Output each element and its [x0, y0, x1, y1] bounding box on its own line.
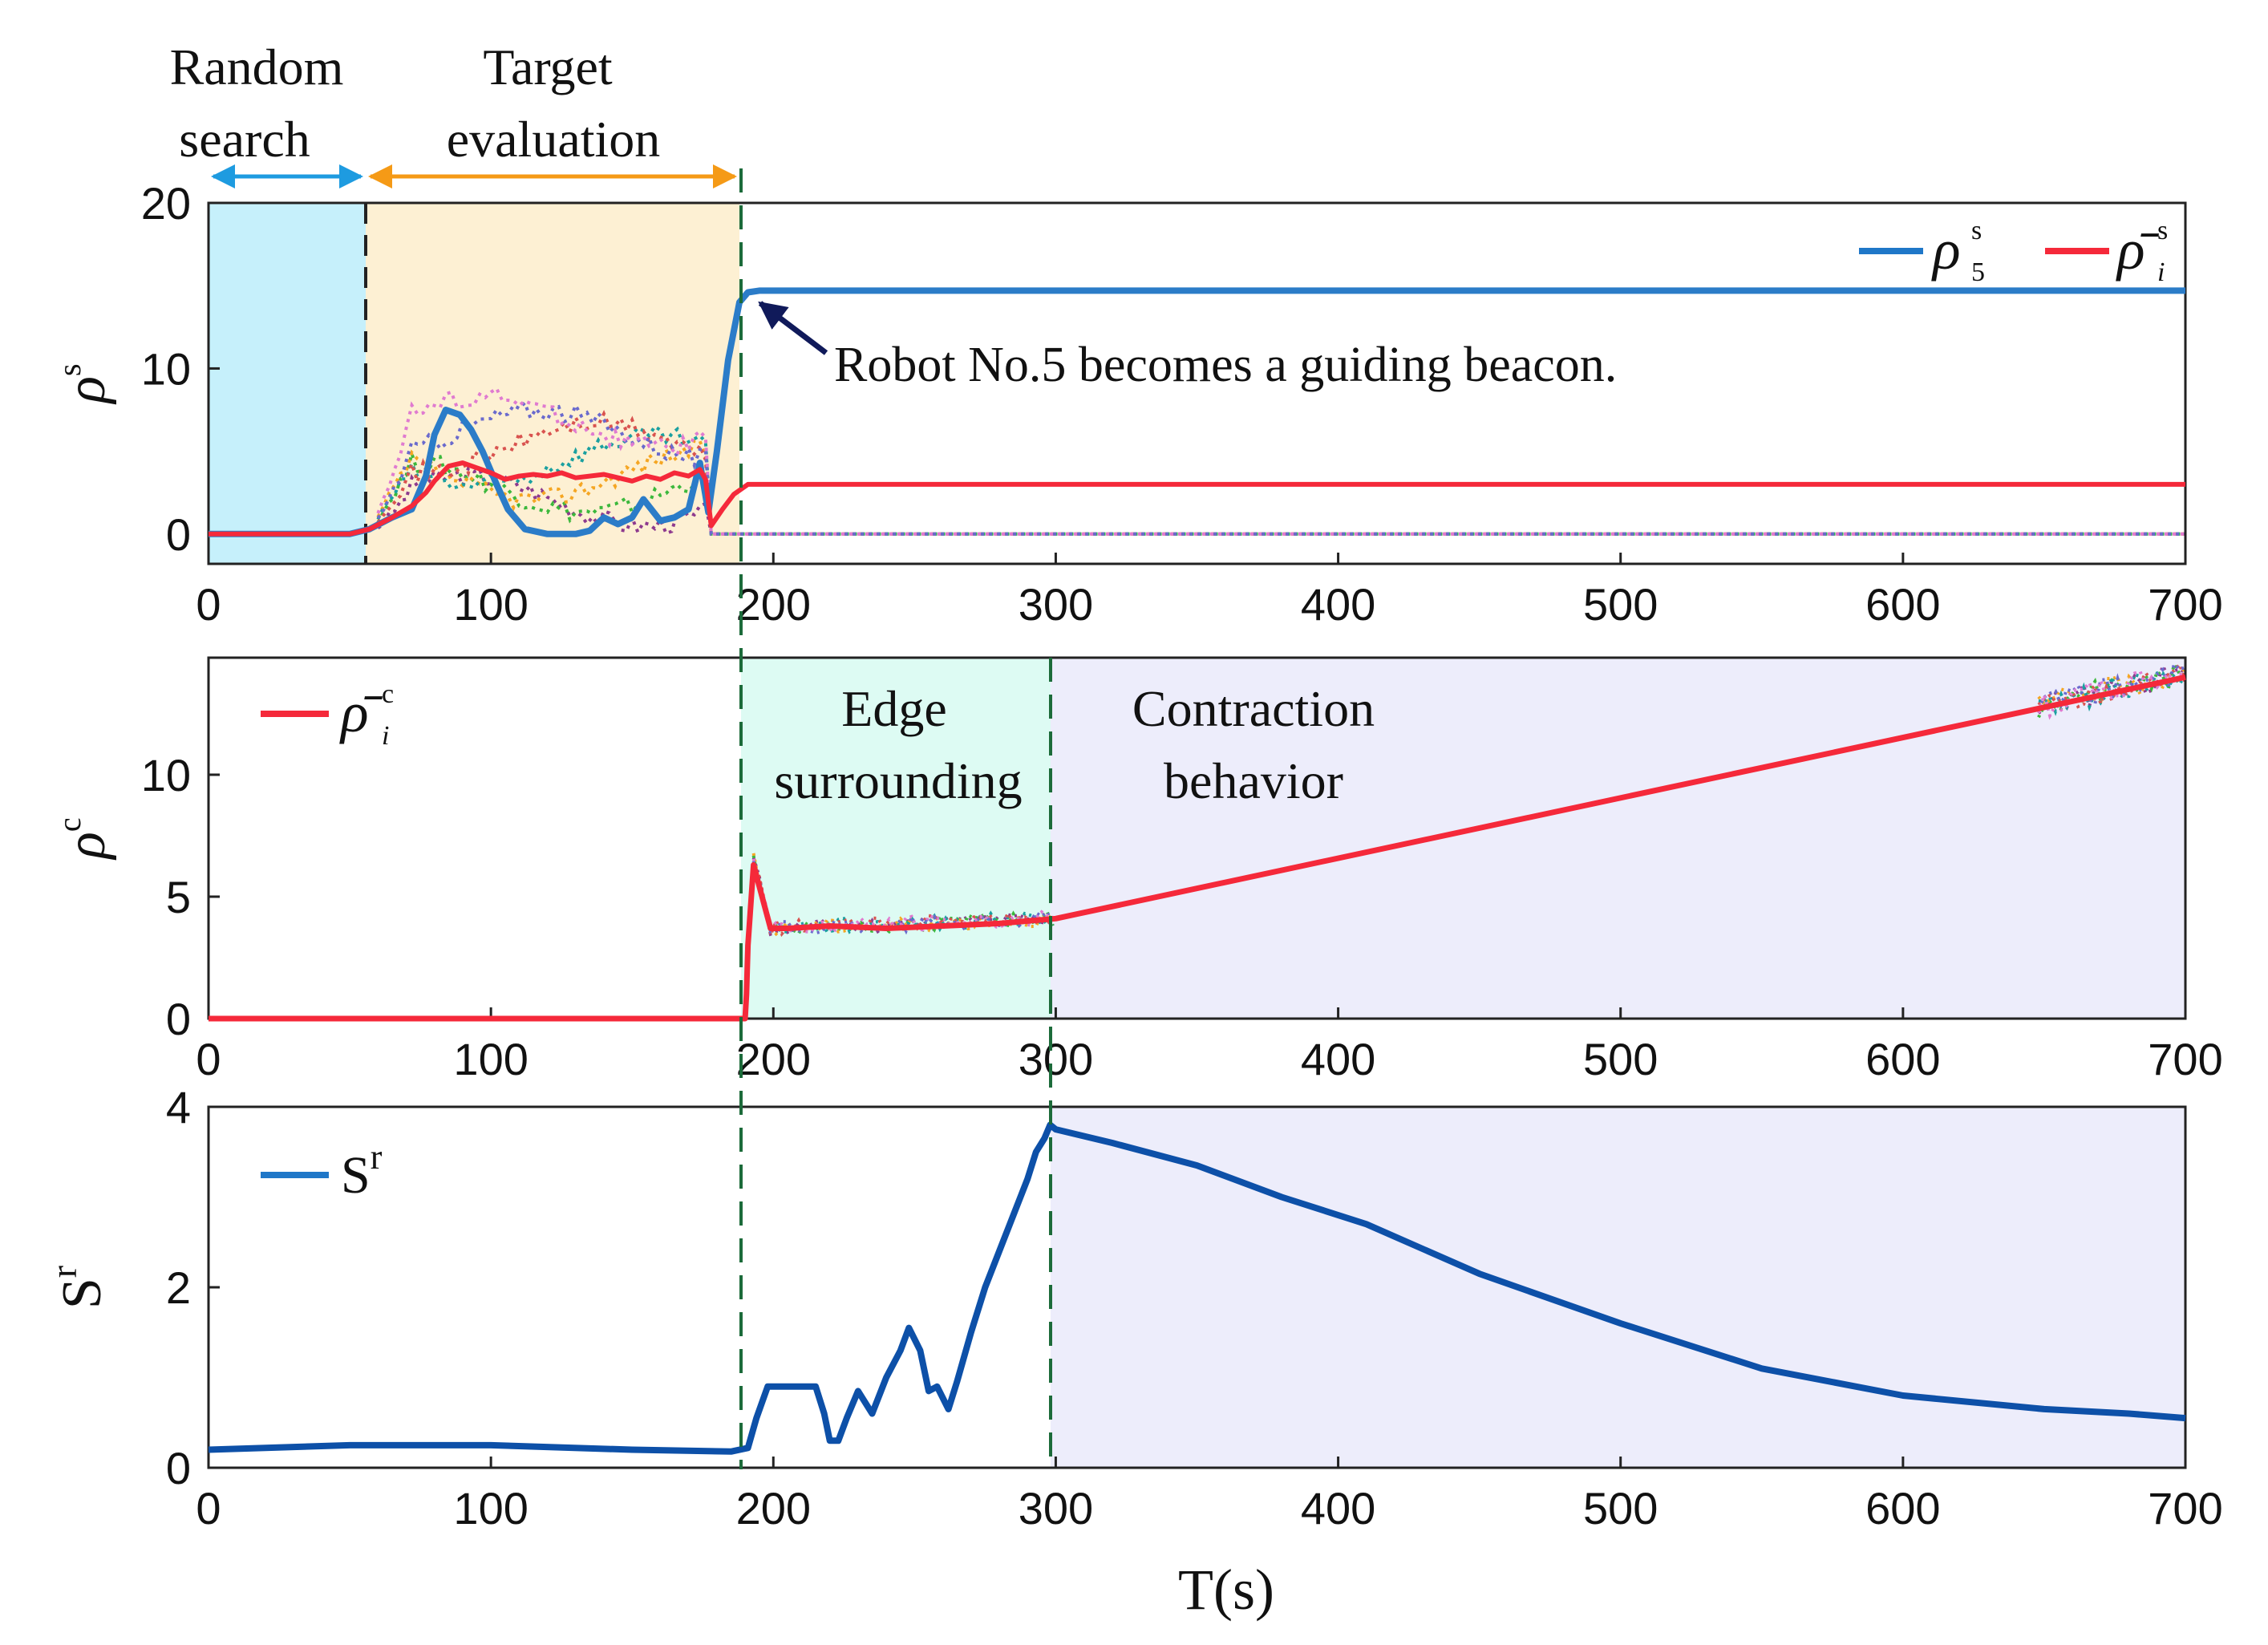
region-label-random: Random: [170, 38, 344, 95]
ticks-bottom: 0 100 200 300 400 500 600 700 0 2 4: [166, 1082, 2223, 1534]
noise-trace-top: [376, 386, 2185, 536]
xtick-label: 700: [2148, 1034, 2222, 1084]
region-label-target: Target: [483, 38, 613, 95]
legend-top: ρ s 5 ρ̄ s i: [1859, 216, 2168, 287]
legend-rho-bar-i-c-sub: i: [382, 721, 389, 751]
noise-trace-top: [376, 448, 2185, 536]
region-label-contraction: Contraction: [1132, 680, 1375, 737]
xtick-label: 600: [1865, 579, 1940, 630]
xtick-label: 500: [1583, 1034, 1658, 1084]
region-label-search: search: [179, 111, 310, 168]
region-label-surrounding: surrounding: [774, 752, 1022, 809]
ylabel-top: ρs: [51, 363, 117, 404]
ylabel-bottom-symbol: S: [51, 1278, 113, 1309]
region-label-behavior: behavior: [1164, 752, 1343, 809]
axes-frame-top: [207, 201, 2187, 565]
ylabel-bottom-sup: r: [43, 1266, 84, 1278]
ytick-label: 10: [141, 343, 191, 394]
legend-label-rho-bar-i-c: ρ̄: [339, 680, 383, 744]
xtick-label: 300: [1019, 579, 1093, 630]
ylabel-top-symbol: ρ: [55, 376, 117, 405]
ylabel-middle: ρc: [51, 817, 117, 860]
ytick-label: 10: [141, 750, 191, 800]
ytick-label: 2: [166, 1262, 191, 1313]
noise-trace-middle: [751, 865, 1055, 934]
noise-trace-top: [376, 409, 2185, 536]
region-label-evaluation: evaluation: [447, 111, 661, 168]
region-random-search: [209, 203, 366, 564]
legend-s-r-sup: r: [371, 1137, 383, 1177]
xtick-label: 700: [2148, 579, 2222, 630]
legend-label-rho-bar-i: ρ̄: [2116, 217, 2160, 282]
noise-trace-top: [377, 465, 2185, 536]
region-contraction-bottom: [1051, 1107, 2185, 1468]
legend-middle: ρ̄ c i: [261, 679, 394, 751]
ylabel-middle-sup: c: [51, 817, 87, 832]
legend-rho-bar-i-sup: s: [2157, 216, 2168, 245]
legend-label-s-r: Sr: [341, 1137, 383, 1205]
axes-frame-middle: [207, 656, 2187, 1020]
xtick-label: 0: [196, 1483, 221, 1534]
noise-trace-middle-end: [2037, 665, 2187, 707]
ylabel-top-sup: s: [51, 363, 87, 376]
ytick-label: 20: [141, 178, 191, 229]
legend-rho-5-symbol: ρ: [1931, 217, 1961, 282]
series-rho-5-s: [209, 287, 2185, 537]
legend-rho-5-sub: 5: [1971, 257, 1985, 287]
ytick-label: 0: [166, 1443, 191, 1493]
xtick-label: 400: [1301, 579, 1375, 630]
xtick-label: 500: [1583, 1483, 1658, 1534]
ytick-label: 4: [166, 1082, 191, 1132]
legend-s-r-symbol: S: [341, 1146, 371, 1205]
xtick-label: 0: [196, 579, 221, 630]
panel-bottom: 0 100 200 300 400 500 600 700 0 2 4 Sr Sr T(s): [43, 1082, 2223, 1622]
region-edge-surrounding: [741, 658, 1051, 1019]
ylabel-bottom: Sr: [43, 1266, 113, 1309]
xtick-label: 300: [1019, 1034, 1093, 1084]
annotation-guiding-beacon: Robot No.5 becomes a guiding beacon.: [834, 338, 1617, 392]
xtick-label: 300: [1019, 1483, 1093, 1534]
annotation-arrow: [758, 301, 828, 355]
xtick-label: 600: [1865, 1483, 1940, 1534]
xtick-label: 200: [736, 1483, 811, 1534]
noise-trace-middle-end: [2037, 661, 2186, 710]
legend-rho-5-sup: s: [1971, 216, 1982, 245]
xtick-label: 400: [1301, 1483, 1375, 1534]
ytick-label: 5: [166, 872, 191, 922]
ticks-top: 0 100 200 300 400 500 600 700 0 10 20: [141, 178, 2223, 630]
noise-trace-middle-end: [2036, 669, 2186, 720]
ylabel-middle-symbol: ρ: [55, 832, 117, 861]
series-rho-bar-i-c: [209, 674, 2186, 1022]
xtick-label: 500: [1583, 579, 1658, 630]
xtick-label: 100: [453, 1034, 528, 1084]
region-label-edge: Edge: [841, 680, 947, 737]
series-s-r: [208, 1121, 2186, 1455]
xtick-label: 100: [453, 1483, 528, 1534]
ytick-label: 0: [166, 509, 191, 560]
legend-bottom: Sr: [261, 1137, 383, 1205]
legend-rho-bar-i-sub: i: [2157, 257, 2165, 287]
xtick-label: 700: [2148, 1483, 2222, 1534]
xtick-label: 200: [736, 579, 811, 630]
series-rho-bar-i-s: [209, 460, 2185, 537]
legend-rho-bar-i-c-sup: c: [382, 679, 394, 709]
xtick-label: 200: [736, 1034, 811, 1084]
ticks-middle: 0 100 200 300 400 500 600 700 0 5 10: [141, 750, 2223, 1084]
xtick-label: 400: [1301, 1034, 1375, 1084]
xlabel: T(s): [1178, 1558, 1274, 1622]
xtick-label: 100: [453, 579, 528, 630]
legend-label-rho-5: ρ: [1931, 217, 1961, 282]
xtick-label: 600: [1865, 1034, 1940, 1084]
ytick-label: 0: [166, 994, 191, 1044]
xtick-label: 0: [196, 1034, 221, 1084]
